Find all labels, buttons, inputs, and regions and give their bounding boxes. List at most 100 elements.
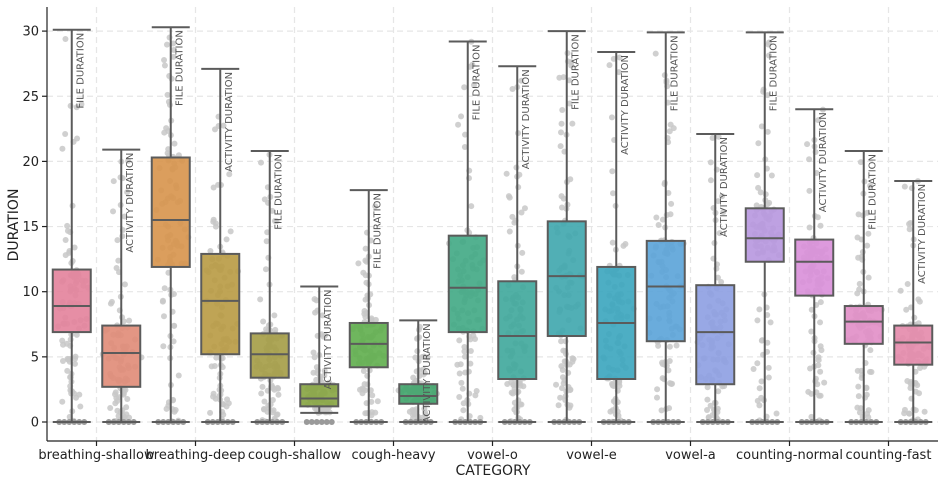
swarm-point (368, 315, 375, 322)
swarm-point (867, 347, 874, 354)
swarm-point (818, 347, 825, 354)
swarm-point (374, 398, 381, 405)
swarm-point (715, 133, 722, 140)
swarm-point (66, 249, 73, 256)
swarm-point (566, 100, 573, 107)
swarm-point (126, 414, 133, 421)
swarm-point (607, 408, 614, 415)
swarm-point (610, 190, 617, 197)
swarm-point (259, 383, 266, 390)
swarm-point (921, 408, 928, 415)
swarm-point (303, 419, 310, 425)
swarm-point (854, 367, 861, 374)
swarm-point (764, 339, 771, 346)
swarm-point (766, 39, 773, 46)
swarm-point (210, 184, 217, 191)
swarm-point (271, 217, 278, 224)
swarm-point (470, 332, 477, 339)
swarm-point (59, 337, 66, 344)
swarm-point (897, 287, 904, 294)
swarm-point (160, 313, 167, 320)
y-tick-label: 30 (22, 25, 39, 40)
swarm-point (461, 143, 468, 150)
swarm-point (477, 414, 484, 421)
swarm-point (754, 360, 761, 367)
swarm-point (558, 338, 565, 345)
swarm-point (559, 366, 566, 373)
swarm-point (856, 409, 863, 416)
swarm-point (313, 297, 320, 304)
swarm-point (161, 57, 168, 64)
swarm-point (608, 114, 615, 121)
swarm-point (470, 82, 477, 89)
swarm-point (863, 391, 870, 398)
swarm-point (754, 397, 761, 404)
swarm-point (226, 171, 233, 178)
swarm-point (368, 398, 375, 405)
swarm-point (762, 191, 769, 198)
swarm-point (459, 385, 466, 392)
box-vowel-o-activity (497, 280, 538, 381)
box-vowel-o-file (447, 234, 488, 334)
swarm-point (668, 200, 675, 207)
swarm-point (865, 230, 872, 237)
swarm-point (321, 367, 328, 374)
swarm-point (756, 385, 763, 392)
swarm-point (212, 223, 219, 230)
swarm-point (707, 159, 714, 166)
swarm-point (71, 244, 78, 251)
swarm-point (456, 394, 463, 401)
swarm-point (504, 381, 511, 388)
swarm-point (409, 411, 416, 418)
box-annotation-label: ACTIVITY DURATION (818, 112, 829, 212)
swarm-point (171, 408, 178, 415)
swarm-point (521, 205, 528, 212)
swarm-point (569, 120, 576, 127)
swarm-point (615, 69, 622, 76)
swarm-point (670, 125, 677, 132)
swarm-point (263, 238, 270, 245)
swarm-point (906, 221, 913, 228)
swarm-point (207, 409, 214, 416)
swarm-point (560, 74, 567, 81)
swarm-point (659, 216, 666, 223)
swarm-point (666, 343, 673, 350)
swarm-point (569, 355, 576, 362)
swarm-point (506, 228, 513, 235)
swarm-point (654, 386, 661, 393)
swarm-point (319, 406, 326, 413)
swarm-point (210, 218, 217, 225)
swarm-point (821, 379, 828, 386)
swarm-point (64, 367, 71, 374)
swarm-point (854, 404, 861, 411)
swarm-point (456, 370, 463, 377)
swarm-point (755, 184, 762, 191)
swarm-point (652, 50, 659, 57)
swarm-point (815, 357, 822, 364)
swarm-point (115, 257, 122, 264)
swarm-point (704, 406, 711, 413)
swarm-point (472, 392, 479, 399)
swarm-point (71, 360, 78, 367)
box-vowel-a-file (645, 239, 686, 343)
swarm-point (223, 403, 230, 410)
box-annotation-label: FILE DURATION (868, 154, 879, 230)
swarm-point (665, 367, 672, 374)
swarm-point (170, 53, 177, 60)
swarm-point (458, 113, 465, 120)
swarm-point (560, 347, 567, 354)
x-tick-label: counting-fast (846, 448, 932, 463)
swarm-point (705, 414, 712, 421)
box-annotation-label: FILE DURATION (373, 193, 384, 269)
box-counting-normal-file (744, 207, 785, 263)
swarm-point (461, 353, 468, 360)
x-axis-title: CATEGORY (456, 463, 531, 479)
box-counting-fast-file (843, 305, 884, 345)
swarm-point (707, 177, 714, 184)
swarm-point (864, 242, 871, 249)
box-annotation-label: ACTIVITY DURATION (125, 153, 136, 253)
swarm-point (903, 306, 910, 313)
swarm-point (461, 344, 468, 351)
swarm-point (114, 398, 121, 405)
swarm-point (323, 419, 330, 425)
